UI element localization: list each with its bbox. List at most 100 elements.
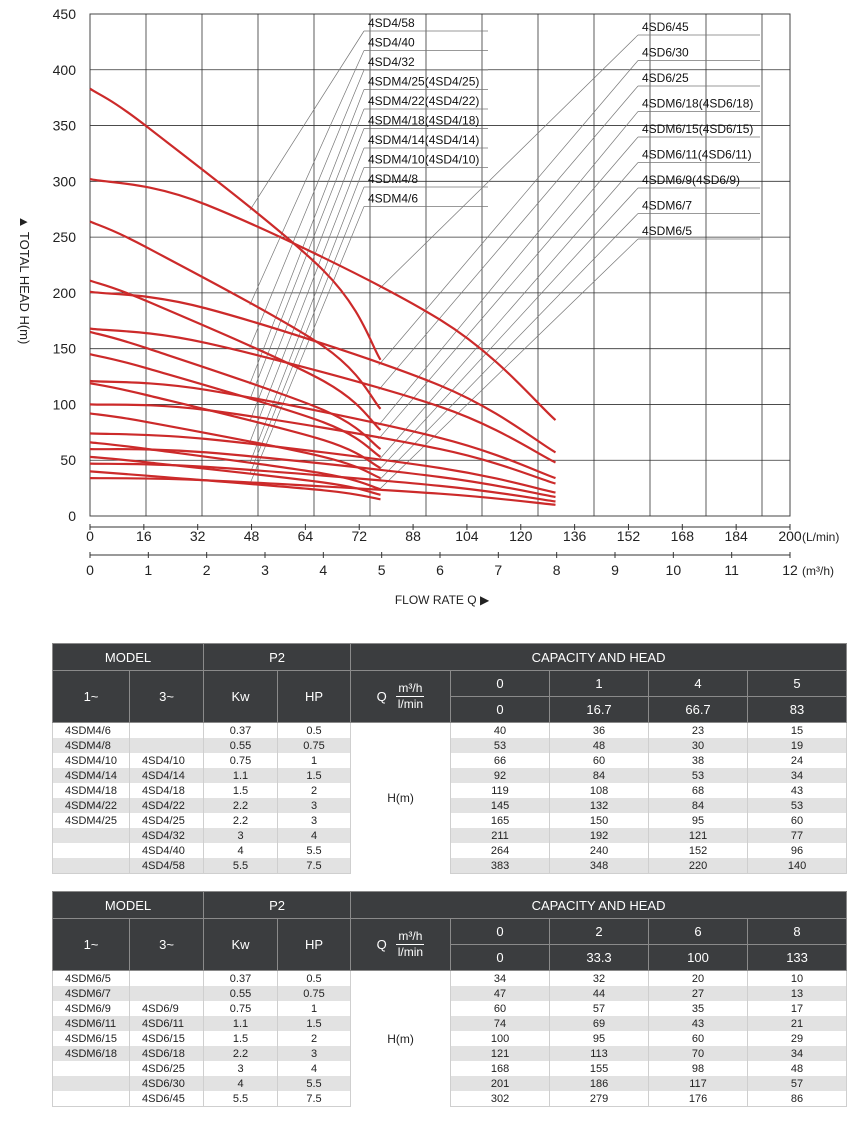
curve-label: 4SD6/45	[642, 20, 689, 34]
head-value: 69	[549, 1016, 650, 1031]
power-hp: 0.75	[277, 738, 352, 753]
head-value: 176	[648, 1091, 749, 1107]
curve-label: 4SD6/25	[642, 71, 689, 85]
head-unit-label: H(m)	[350, 970, 452, 1107]
x-tick-label-lmin: 88	[405, 528, 421, 544]
curve-label: 4SDM6/7	[642, 199, 692, 213]
table-row: 4SDM4/22 4SD4/22 2.2 3 145 132 84 53	[52, 798, 848, 813]
power-kw: 1.1	[203, 1016, 279, 1031]
q-m3h-1: 2	[549, 918, 650, 945]
table-row: 4SDM6/18 4SD6/18 2.2 3 121 113 70 34	[52, 1046, 848, 1061]
model-three-phase: 4SD6/25	[128, 1061, 205, 1076]
model-three-phase: 4SD4/32	[128, 828, 205, 843]
header-model: MODEL	[51, 891, 205, 919]
curve-label: 4SDM6/5	[642, 224, 692, 238]
power-hp: 7.5	[277, 1091, 352, 1107]
model-single-phase: 4SDM6/9	[52, 1001, 130, 1016]
header-hp: HP	[277, 670, 352, 723]
table-body: 4SDM4/6 0.37 0.5 H(m) 40 36 23 15 4SDM4/8 0.55 0.7…	[52, 722, 848, 874]
head-value: 38	[648, 753, 749, 768]
head-value: 53	[648, 768, 749, 783]
head-value: 53	[747, 798, 848, 813]
x-tick-label-lmin: 32	[190, 528, 206, 544]
leader-line	[378, 238, 639, 491]
curve-label: 4SDM6/15(4SD6/15)	[642, 122, 753, 136]
head-value: 117	[648, 1076, 749, 1091]
curve-label: 4SD4/58	[368, 16, 415, 30]
head-value: 201	[450, 1076, 551, 1091]
curve-4sdm4-25-4sd4-25-	[89, 330, 382, 451]
power-kw: 5.5	[203, 1091, 279, 1107]
head-value: 40	[450, 722, 551, 738]
curve-4sdm6-9-4sd6-9-	[89, 448, 556, 499]
table-row: 4SDM4/8 0.55 0.75 53 48 30 19	[52, 738, 848, 753]
q-lmin-1: 33.3	[549, 944, 650, 971]
model-single-phase: 4SDM4/18	[52, 783, 130, 798]
curve-label: 4SDM4/14(4SD4/14)	[368, 133, 479, 147]
power-hp: 0.75	[277, 986, 352, 1001]
q-lmin-1: 16.7	[549, 696, 650, 723]
power-hp: 7.5	[277, 858, 352, 874]
x-axis-title: FLOW RATE Q ▶	[395, 593, 490, 607]
head-value: 34	[450, 970, 551, 986]
x-tick-label-m3h: 1	[144, 562, 152, 578]
y-tick-label: 200	[53, 285, 77, 301]
power-kw: 2.2	[203, 813, 279, 828]
head-value: 30	[648, 738, 749, 753]
power-kw: 1.5	[203, 1031, 279, 1046]
q-symbol: Q	[376, 689, 387, 704]
table-row: 4SDM4/10 4SD4/10 0.75 1 66 60 38 24	[52, 753, 848, 768]
x-unit-top: (L/min)	[802, 530, 839, 544]
power-kw: 0.37	[203, 722, 279, 738]
model-single-phase: 4SDM6/11	[52, 1016, 130, 1031]
unit-lmin: l/min	[397, 697, 424, 711]
y-tick-label: 100	[53, 396, 77, 412]
power-hp: 1	[277, 753, 352, 768]
model-three-phase	[128, 970, 205, 986]
head-value: 121	[450, 1046, 551, 1061]
curve-4sd4-32	[89, 279, 382, 431]
x-tick-label-m3h: 10	[666, 562, 682, 578]
x-tick-label-lmin: 104	[455, 528, 479, 544]
x-tick-label-m3h: 2	[203, 562, 211, 578]
table-body: 4SDM6/5 0.37 0.5 H(m) 34 32 20 10 4SDM6/7 0.55 0.7…	[52, 970, 848, 1107]
head-value: 211	[450, 828, 551, 843]
head-value: 35	[648, 1001, 749, 1016]
q-m3h-0: 0	[450, 670, 551, 697]
head-value: 168	[450, 1061, 551, 1076]
curve-label: 4SDM4/6	[368, 192, 418, 206]
head-unit-label: H(m)	[350, 722, 452, 874]
leader-line	[378, 85, 639, 391]
head-value: 23	[648, 722, 749, 738]
curve-4sdm6-7	[89, 462, 556, 503]
head-value: 57	[549, 1001, 650, 1016]
head-value: 43	[648, 1016, 749, 1031]
leader-line	[378, 60, 639, 366]
x-tick-label-lmin: 64	[298, 528, 314, 544]
power-hp: 0.5	[277, 722, 352, 738]
header-flow-units: Q m³/h l/min	[350, 670, 452, 723]
head-value: 121	[648, 828, 749, 843]
header-single-phase: 1~	[52, 670, 130, 723]
leader-line	[249, 89, 365, 385]
head-value: 60	[450, 1001, 551, 1016]
head-value: 98	[648, 1061, 749, 1076]
x-tick-label-m3h: 5	[378, 562, 386, 578]
header-kw: Kw	[203, 670, 279, 723]
power-kw: 0.75	[203, 753, 279, 768]
head-value: 186	[549, 1076, 650, 1091]
head-value: 44	[549, 986, 650, 1001]
power-hp: 3	[277, 1046, 352, 1061]
leader-line	[249, 50, 365, 306]
model-three-phase	[128, 738, 205, 753]
head-value: 84	[648, 798, 749, 813]
head-value: 43	[747, 783, 848, 798]
head-value: 152	[648, 843, 749, 858]
q-m3h-3: 5	[747, 670, 848, 697]
q-symbol: Q	[376, 937, 387, 952]
power-hp: 4	[277, 828, 352, 843]
curve-label: 4SDM4/8	[368, 172, 418, 186]
head-value: 264	[450, 843, 551, 858]
x-tick-label-m3h: 3	[261, 562, 269, 578]
table-row: 4SD6/30 4 5.5 201 186 117 57	[52, 1076, 848, 1091]
